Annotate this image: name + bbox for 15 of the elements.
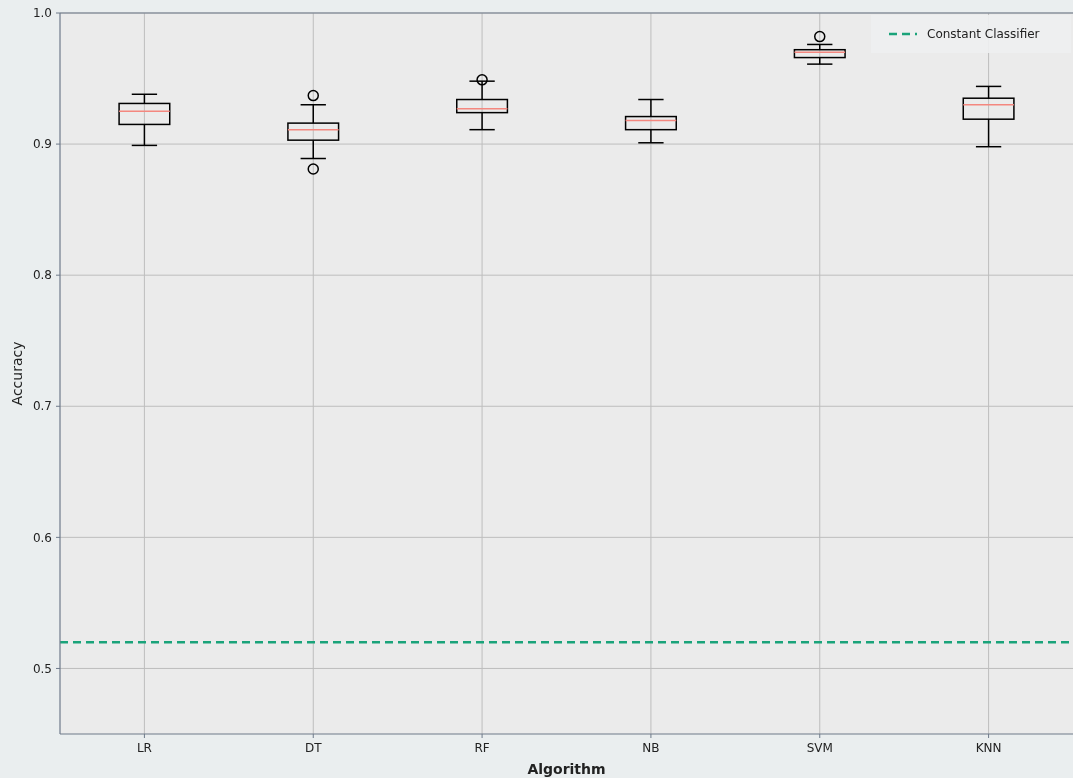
legend-label: Constant Classifier bbox=[927, 27, 1040, 42]
x-tick-label: SVM bbox=[806, 741, 833, 755]
y-tick-label: 0.7 bbox=[32, 399, 52, 414]
y-tick-label: 1.0 bbox=[32, 6, 52, 21]
x-tick-label: NB bbox=[642, 741, 660, 755]
y-tick-label: 0.6 bbox=[32, 530, 52, 545]
x-tick-label: KNN bbox=[975, 741, 1002, 755]
x-axis-title: Algorithm bbox=[527, 761, 606, 777]
y-tick-label: 0.8 bbox=[32, 268, 52, 283]
x-tick-label: RF bbox=[474, 741, 490, 755]
y-axis-title: Accuracy bbox=[9, 341, 25, 406]
x-tick-label: DT bbox=[304, 741, 323, 755]
y-tick-label: 0.9 bbox=[32, 137, 52, 152]
x-tick-label: LR bbox=[136, 741, 152, 755]
y-tick-label: 0.5 bbox=[32, 661, 52, 676]
